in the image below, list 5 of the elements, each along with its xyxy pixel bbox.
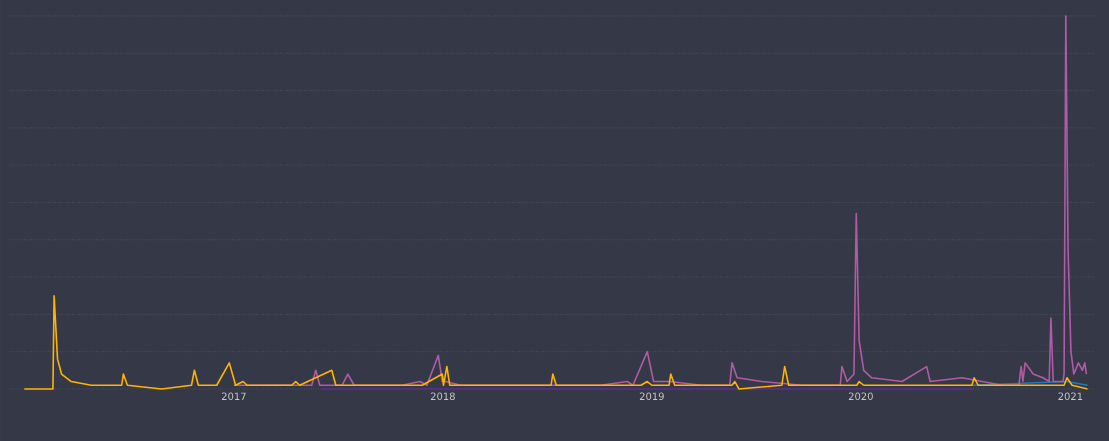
x-tick-label: 2017 — [221, 392, 246, 401]
x-tick-label: 2020 — [848, 392, 873, 401]
x-tick-label: 2021 — [1058, 392, 1083, 401]
x-tick-label: 2019 — [639, 392, 664, 401]
x-tick-label: 2018 — [430, 392, 455, 401]
